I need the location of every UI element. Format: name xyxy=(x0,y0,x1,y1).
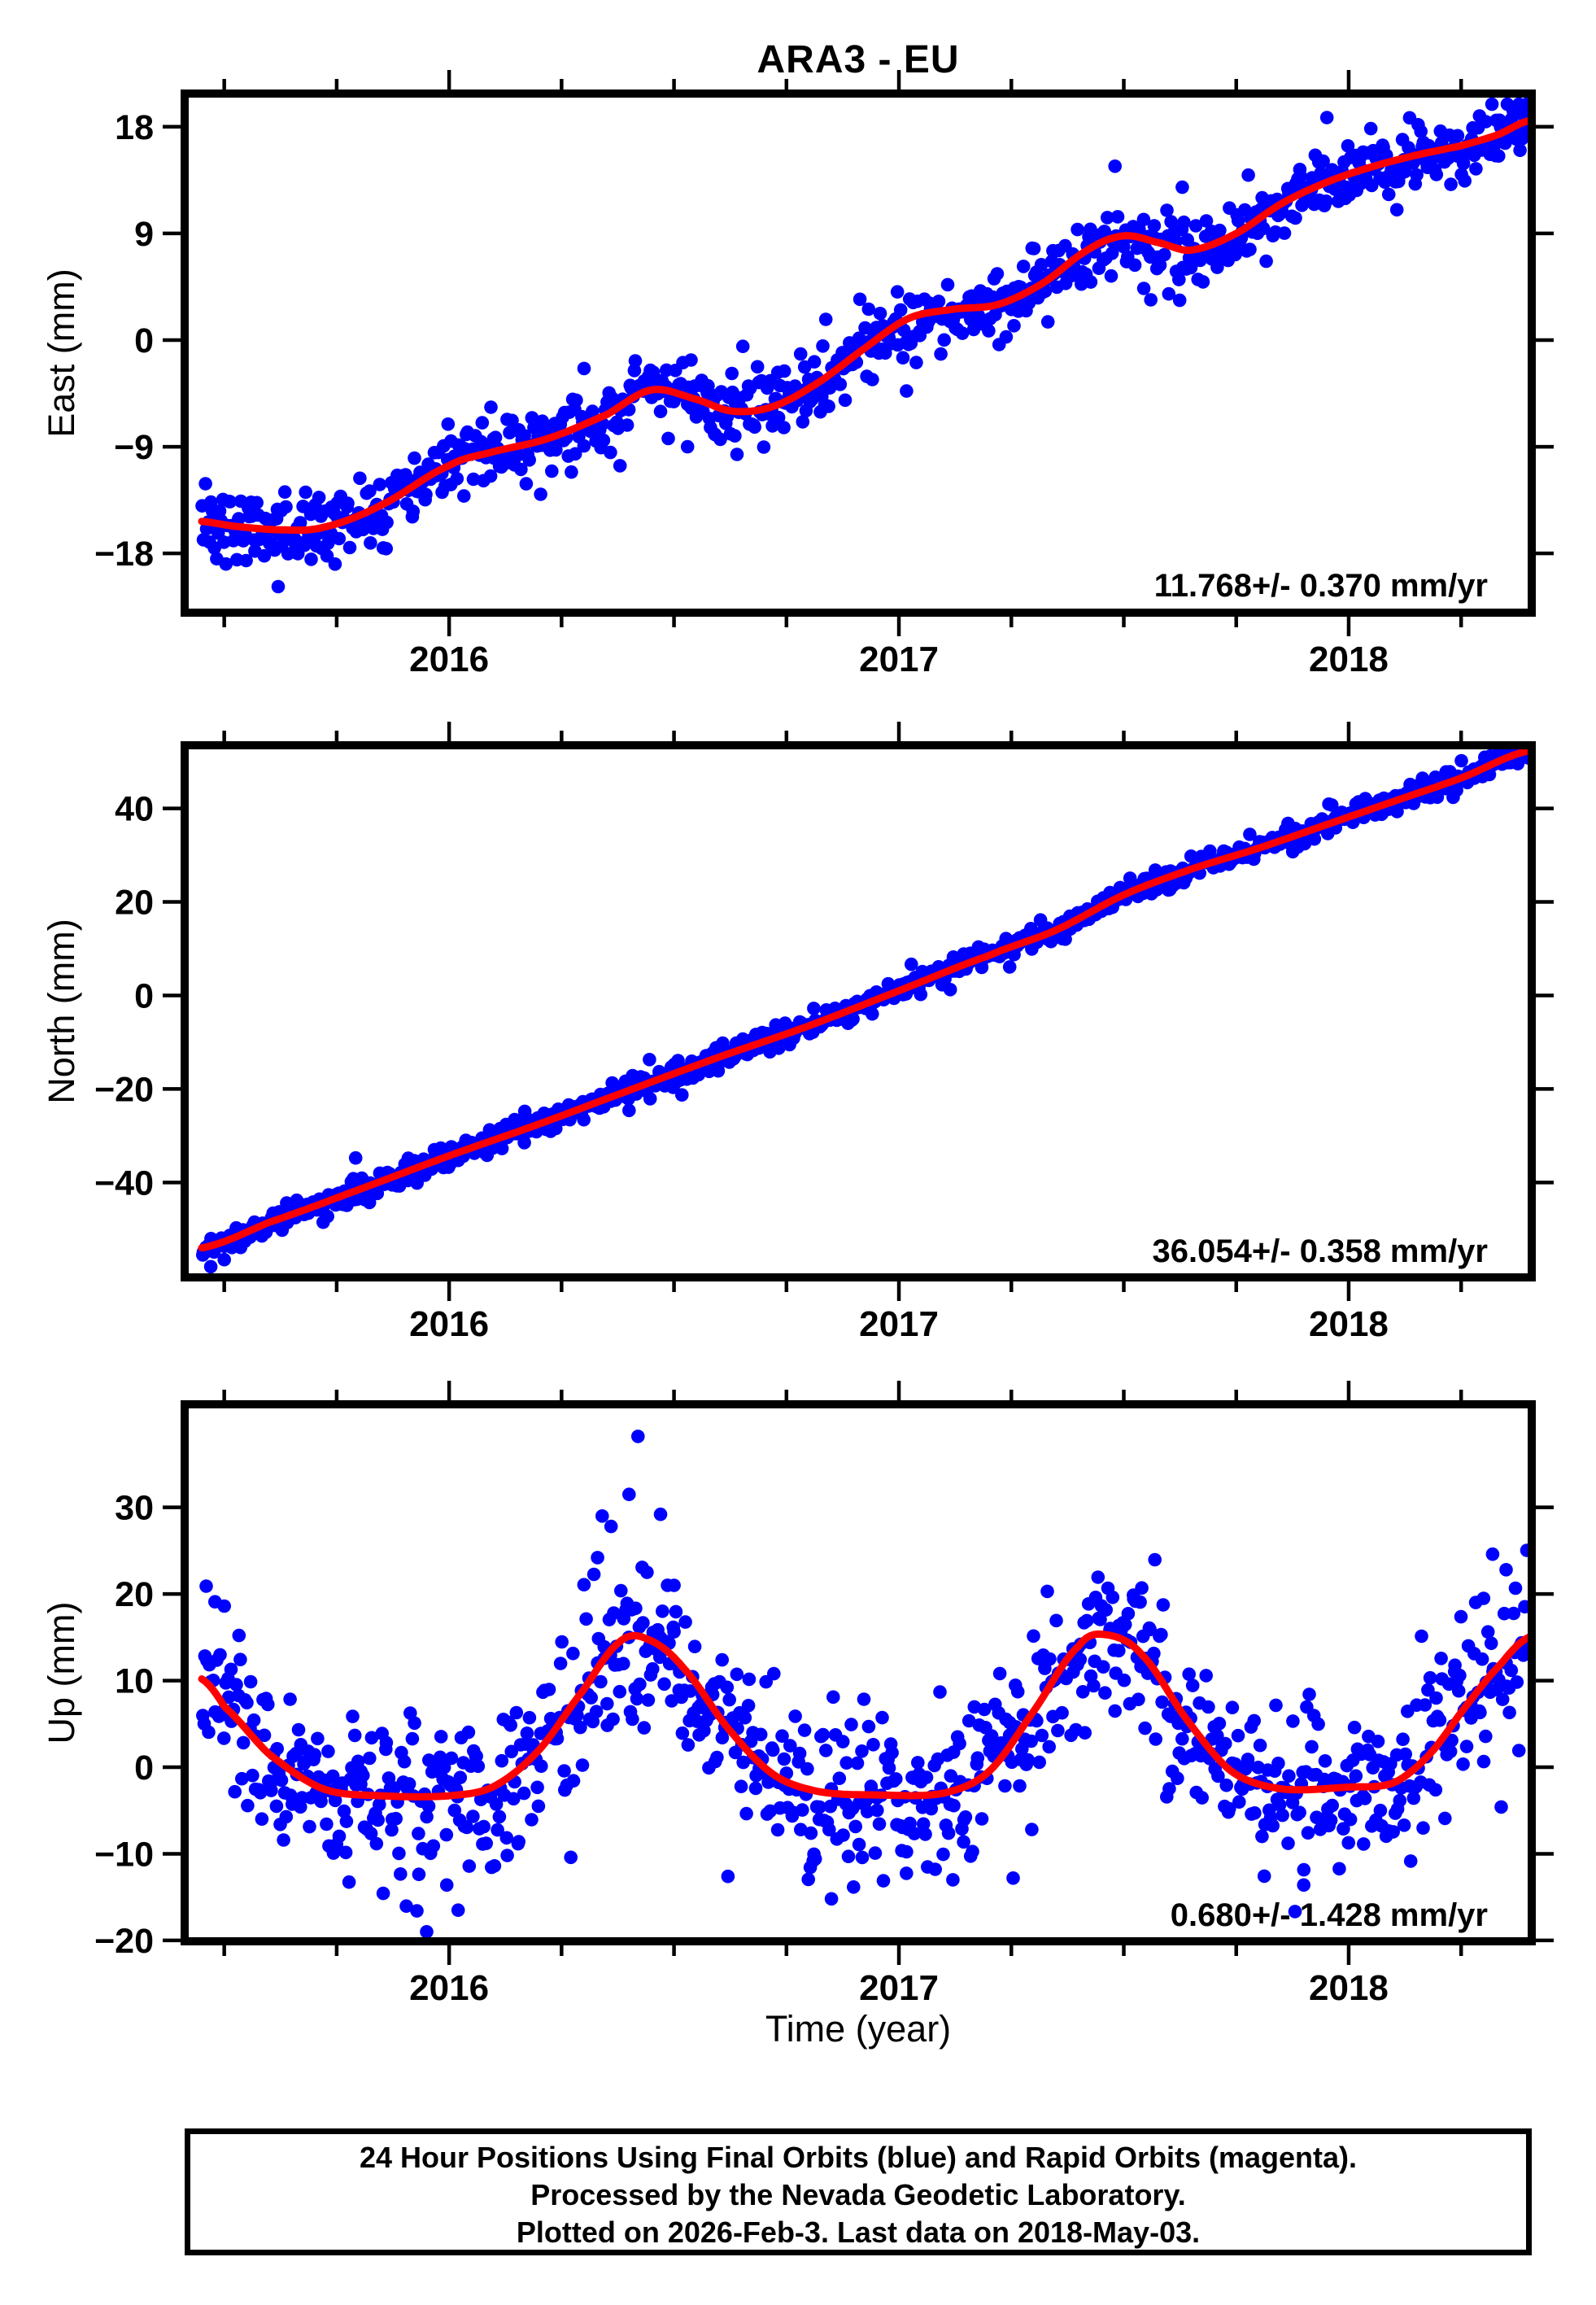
svg-text:−20: −20 xyxy=(94,1922,154,1961)
svg-text:2018: 2018 xyxy=(1309,640,1389,679)
up-axis-label: Up (mm) xyxy=(41,1601,82,1744)
east-panel: −18 −9 0 9 18 2016 2017 2018 xyxy=(94,70,1554,679)
north-rate-annotation: 36.054+/- 0.358 mm/yr xyxy=(1152,1233,1488,1269)
up-trend-line xyxy=(198,1630,1532,1801)
time-axis-label: Time (year) xyxy=(765,2008,952,2050)
east-axis-label: East (mm) xyxy=(41,268,82,438)
up-rate-annotation: 0.680+/- 1.428 mm/yr xyxy=(1170,1897,1488,1933)
svg-text:18: 18 xyxy=(115,108,154,147)
up-tick-labels: −20 −10 0 10 20 30 2016 2017 2018 xyxy=(94,1489,1389,2008)
footer-line-1: 24 Hour Positions Using Final Orbits (bl… xyxy=(359,2141,1358,2174)
svg-text:−20: −20 xyxy=(94,1070,154,1109)
page-title: ARA3 - EU xyxy=(757,38,960,81)
svg-text:40: 40 xyxy=(115,790,154,829)
up-frame xyxy=(181,1400,1536,1945)
svg-text:−40: −40 xyxy=(94,1163,154,1203)
up-scatter-points xyxy=(196,1430,1532,1939)
svg-text:20: 20 xyxy=(115,884,154,923)
svg-text:2018: 2018 xyxy=(1309,1304,1389,1344)
up-panel: −20 −10 0 10 20 30 2016 2017 2018 xyxy=(94,1381,1554,2008)
east-tick-labels: −18 −9 0 9 18 2016 2017 2018 xyxy=(94,108,1389,679)
svg-text:2016: 2016 xyxy=(409,1304,489,1344)
svg-text:9: 9 xyxy=(134,215,154,254)
svg-text:10: 10 xyxy=(115,1662,154,1701)
svg-text:2017: 2017 xyxy=(859,1968,939,2008)
north-ticks xyxy=(163,722,1554,1301)
footer-line-3: Plotted on 2026-Feb-3. Last data on 2018… xyxy=(516,2216,1201,2249)
up-ticks xyxy=(163,1381,1554,1965)
svg-text:2017: 2017 xyxy=(859,1304,939,1344)
north-trend-line xyxy=(198,747,1532,1252)
east-rate-annotation: 11.768+/- 0.370 mm/yr xyxy=(1153,568,1488,604)
north-frame xyxy=(181,741,1536,1281)
svg-text:30: 30 xyxy=(115,1489,154,1528)
svg-text:0: 0 xyxy=(134,1748,154,1788)
north-tick-labels: −40 −20 0 20 40 2016 2017 2018 xyxy=(94,790,1389,1344)
north-panel: −40 −20 0 20 40 2016 2017 2018 xyxy=(94,722,1554,1344)
east-ticks xyxy=(163,70,1554,636)
footer-caption-box: 24 Hour Positions Using Final Orbits (bl… xyxy=(185,2128,1532,2255)
svg-text:0: 0 xyxy=(134,321,154,360)
east-frame xyxy=(181,89,1536,617)
svg-text:20: 20 xyxy=(115,1575,154,1614)
svg-text:2017: 2017 xyxy=(859,640,939,679)
svg-text:2016: 2016 xyxy=(409,640,489,679)
svg-text:2018: 2018 xyxy=(1309,1968,1389,2008)
svg-text:2016: 2016 xyxy=(409,1968,489,2008)
svg-text:−18: −18 xyxy=(94,535,154,574)
svg-text:−10: −10 xyxy=(94,1835,154,1874)
svg-text:0: 0 xyxy=(134,976,154,1015)
svg-text:−9: −9 xyxy=(114,428,154,467)
east-trend-line xyxy=(198,117,1532,535)
north-axis-label: North (mm) xyxy=(41,919,82,1104)
footer-line-2: Processed by the Nevada Geodetic Laborat… xyxy=(530,2178,1186,2211)
